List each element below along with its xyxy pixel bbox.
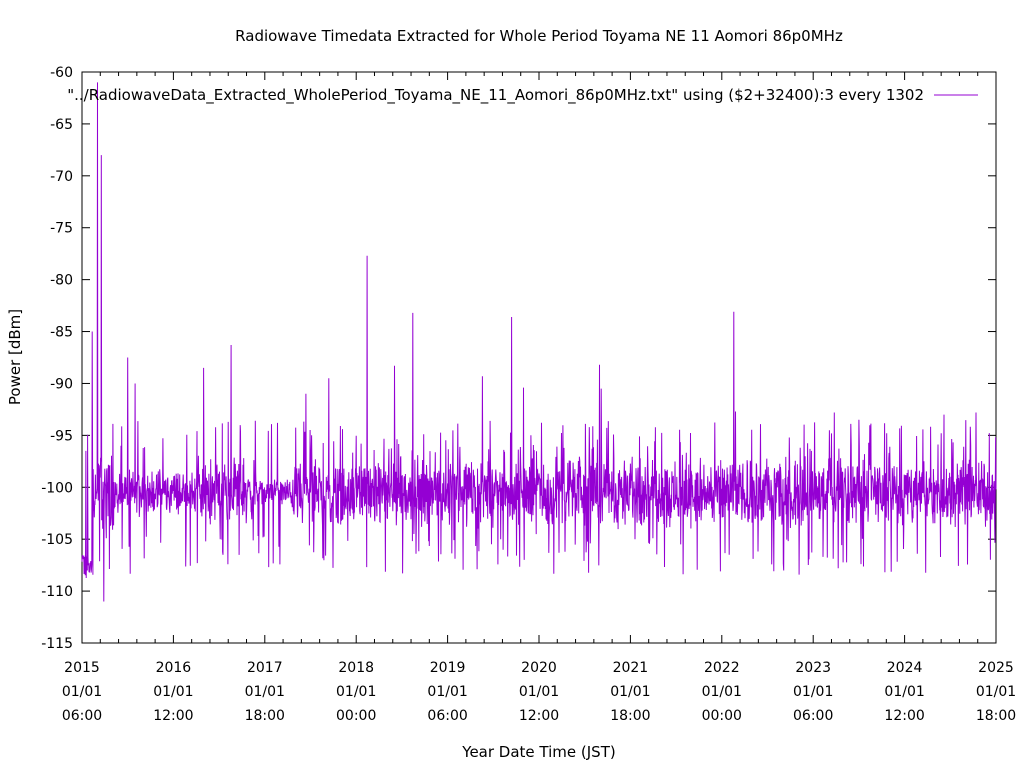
x-tick-label: 06:00: [427, 708, 467, 724]
x-tick-label: 01/01: [884, 684, 924, 700]
series-line: [81, 82, 997, 602]
y-tick-label: -95: [50, 428, 73, 444]
x-tick-label: 2017: [247, 660, 283, 676]
x-tick-label: 2022: [704, 660, 740, 676]
x-tick-label: 01/01: [62, 684, 102, 700]
x-tick-label: 2015: [64, 660, 100, 676]
x-tick-label: 01/01: [519, 684, 559, 700]
legend-label: "../RadiowaveData_Extracted_WholePeriod_…: [67, 86, 924, 105]
x-axis-title: Year Date Time (JST): [461, 743, 615, 761]
x-tick-label: 18:00: [245, 708, 285, 724]
x-tick-label: 12:00: [884, 708, 924, 724]
x-tick-label: 2021: [613, 660, 649, 676]
x-tick-label: 01/01: [702, 684, 742, 700]
x-tick-label: 18:00: [610, 708, 650, 724]
x-tick-label: 06:00: [62, 708, 102, 724]
y-axis: -60 -65 -70 -75 -80 -85 -90 -95 -100 -105 -110 -115: [41, 65, 996, 652]
x-tick-label: 2018: [338, 660, 374, 676]
plot-border: [81, 71, 997, 644]
x-tick-label: 00:00: [336, 708, 376, 724]
x-tick-label: 2023: [795, 660, 831, 676]
x-tick-label: 01/01: [427, 684, 467, 700]
x-tick-label: 12:00: [519, 708, 559, 724]
y-tick-label: -85: [50, 325, 73, 341]
y-tick-label: -110: [41, 584, 73, 600]
x-tick-label: 01/01: [610, 684, 650, 700]
y-tick-label: -75: [50, 221, 73, 237]
x-tick-label: 2024: [887, 660, 923, 676]
y-tick-label: -80: [50, 273, 73, 289]
chart-title: Radiowave Timedata Extracted for Whole P…: [235, 27, 843, 45]
x-tick-label: 18:00: [976, 708, 1016, 724]
legend: "../RadiowaveData_Extracted_WholePeriod_…: [67, 86, 978, 105]
x-tick-label: 12:00: [153, 708, 193, 724]
x-tick-label: 01/01: [336, 684, 376, 700]
x-tick-label: 2019: [430, 660, 466, 676]
x-tick-label: 01/01: [245, 684, 285, 700]
y-axis-title: Power [dBm]: [6, 309, 24, 405]
x-axis: 2015 01/01 06:00 2016 01/01 12:00 2017 01/01 18:…: [62, 72, 1016, 724]
y-tick-label: -105: [41, 532, 73, 548]
y-tick-label: -115: [41, 636, 73, 652]
x-tick-label: 06:00: [793, 708, 833, 724]
x-tick-label: 01/01: [153, 684, 193, 700]
x-tick-label: 00:00: [702, 708, 742, 724]
x-tick-label: 2016: [156, 660, 192, 676]
y-tick-label: -90: [50, 376, 73, 392]
y-tick-label: -65: [50, 117, 73, 133]
y-tick-label: -60: [50, 65, 73, 81]
x-tick-label: 2020: [521, 660, 557, 676]
y-tick-label: -100: [41, 480, 73, 496]
x-tick-label: 2025: [978, 660, 1014, 676]
x-tick-label: 01/01: [976, 684, 1016, 700]
y-tick-label: -70: [50, 169, 73, 185]
x-tick-label: 01/01: [793, 684, 833, 700]
